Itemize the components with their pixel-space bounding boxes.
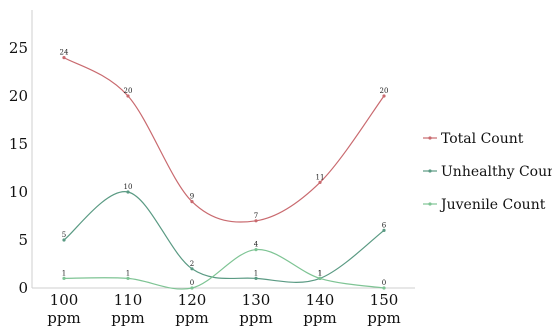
- legend-label-unhealthy-count: Unhealthy Count: [441, 164, 552, 180]
- x-tick-label: 130 ppm: [239, 291, 272, 327]
- data-label-total-count: 20: [124, 87, 133, 95]
- data-label-total-count: 24: [60, 49, 69, 57]
- x-tick-label: 110 ppm: [111, 291, 144, 327]
- data-point-total-count: [126, 94, 130, 98]
- x-tick-label: 100 ppm: [47, 291, 80, 327]
- y-tick-label: 25: [9, 39, 28, 57]
- legend-marker-total-count: [428, 136, 432, 140]
- data-label-juvenile-count: 0: [190, 279, 194, 287]
- data-point-unhealthy-count: [62, 238, 66, 242]
- data-point-unhealthy-count: [190, 267, 194, 271]
- data-point-unhealthy-count: [382, 228, 386, 232]
- data-label-unhealthy-count: 10: [124, 183, 133, 191]
- data-label-juvenile-count: 4: [254, 241, 259, 249]
- data-label-juvenile-count: 1: [62, 269, 66, 277]
- y-tick-label: 10: [9, 183, 28, 201]
- x-tick-label: 150 ppm: [367, 291, 400, 327]
- data-point-total-count: [382, 94, 386, 98]
- data-point-juvenile-count: [62, 276, 66, 280]
- data-label-unhealthy-count: 6: [382, 221, 387, 229]
- data-point-juvenile-count: [382, 286, 386, 290]
- data-point-total-count: [318, 180, 322, 184]
- legend-label-total-count: Total Count: [441, 131, 524, 147]
- data-label-total-count: 7: [254, 212, 258, 220]
- data-label-juvenile-count: 1: [126, 269, 130, 277]
- data-point-juvenile-count: [318, 276, 322, 280]
- data-point-juvenile-count: [254, 248, 258, 252]
- data-point-juvenile-count: [190, 286, 194, 290]
- legend-marker-unhealthy-count: [428, 169, 432, 173]
- data-label-unhealthy-count: 1: [318, 269, 322, 277]
- y-tick-label: 5: [18, 231, 28, 249]
- series-line-total-count: [63, 57, 385, 223]
- series-line-juvenile-count: [63, 248, 385, 290]
- y-tick-label: 0: [18, 279, 28, 297]
- x-tick-label: 120 ppm: [175, 291, 208, 327]
- data-point-total-count: [62, 56, 66, 60]
- y-tick-label: 15: [9, 135, 28, 153]
- legend-label-juvenile-count: Juvenile Count: [439, 197, 546, 213]
- data-point-unhealthy-count: [254, 276, 258, 280]
- data-label-juvenile-count: 0: [382, 279, 386, 287]
- data-label-total-count: 11: [316, 173, 325, 181]
- legend-marker-juvenile-count: [428, 202, 432, 206]
- data-point-total-count: [254, 219, 258, 223]
- data-label-total-count: 20: [380, 87, 389, 95]
- data-label-unhealthy-count: 1: [254, 269, 258, 277]
- x-tick-label: 140 ppm: [303, 291, 336, 327]
- data-label-total-count: 9: [190, 193, 194, 201]
- data-point-total-count: [190, 200, 194, 204]
- data-label-unhealthy-count: 5: [62, 231, 66, 239]
- data-label-juvenile-count: 1: [318, 269, 322, 277]
- data-point-juvenile-count: [126, 276, 130, 280]
- data-label-unhealthy-count: 2: [190, 260, 194, 268]
- series-line-unhealthy-count: [63, 191, 385, 283]
- data-point-unhealthy-count: [126, 190, 130, 194]
- y-tick-label: 20: [9, 87, 28, 105]
